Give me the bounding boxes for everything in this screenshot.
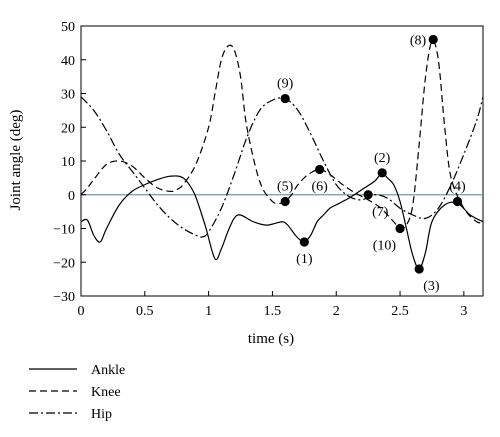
- x-tick-label: 0.5: [136, 304, 154, 319]
- x-tick-label: 1: [205, 304, 212, 319]
- event-marker-point: [315, 164, 325, 175]
- event-marker-point: [299, 237, 309, 247]
- y-tick-label: 30: [61, 88, 75, 103]
- event-marker-point: [428, 34, 438, 45]
- event-marker-point: [395, 223, 405, 234]
- legend: Ankle Knee Hip: [29, 363, 125, 422]
- event-marker-label: (6): [311, 179, 328, 194]
- event-markers: (1) (2) (3) (4) (5) (6) (7) (8) (9) (10): [277, 34, 466, 295]
- event-marker-label: (3): [423, 279, 440, 294]
- event-marker-point: [414, 264, 424, 274]
- x-axis-label: time (s): [248, 331, 294, 347]
- series-line-hip: [80, 96, 484, 238]
- plot-frame: [80, 25, 484, 297]
- x-tick-label: 2.5: [391, 304, 409, 319]
- y-axis-label: Joint angle (deg): [8, 110, 24, 211]
- y-tick-label: 50: [61, 20, 75, 35]
- x-tick-label: 0: [78, 304, 85, 319]
- series-line-ankle: [80, 172, 484, 270]
- event-marker-label: (4): [449, 180, 466, 195]
- y-tick-label: −30: [53, 290, 75, 305]
- x-tick-label: 2: [333, 304, 340, 319]
- y-tick-label: 10: [61, 155, 75, 170]
- event-marker-point: [452, 196, 463, 207]
- event-marker-point: [280, 93, 290, 104]
- event-marker-label: (9): [277, 77, 294, 92]
- legend-label-knee: Knee: [91, 385, 121, 400]
- event-marker-point: [377, 168, 387, 178]
- axes: 0 0.5 1 1.5 2 2.5 3 −30 −20 −10 0 10 20 30 40 50: [53, 20, 484, 319]
- y-tick-label: 20: [61, 121, 75, 136]
- y-tick-label: −20: [53, 256, 75, 271]
- y-tick-label: −10: [53, 223, 75, 238]
- event-marker-label: (5): [277, 180, 294, 195]
- event-marker-point: [363, 190, 373, 200]
- event-marker-point: [280, 196, 290, 207]
- legend-label-hip: Hip: [91, 407, 112, 422]
- event-marker-label: (7): [372, 205, 389, 220]
- series-lines: [80, 39, 484, 270]
- x-tick-label: 1.5: [264, 304, 282, 319]
- event-marker-label: (2): [374, 151, 391, 166]
- y-tick-label: 40: [61, 54, 75, 69]
- y-tick-label: 0: [68, 189, 75, 204]
- x-tick-label: 3: [460, 304, 467, 319]
- event-marker-label: (1): [296, 252, 313, 267]
- legend-label-ankle: Ankle: [91, 363, 125, 378]
- event-marker-label: (10): [373, 239, 397, 254]
- event-marker-label: (8): [410, 34, 427, 49]
